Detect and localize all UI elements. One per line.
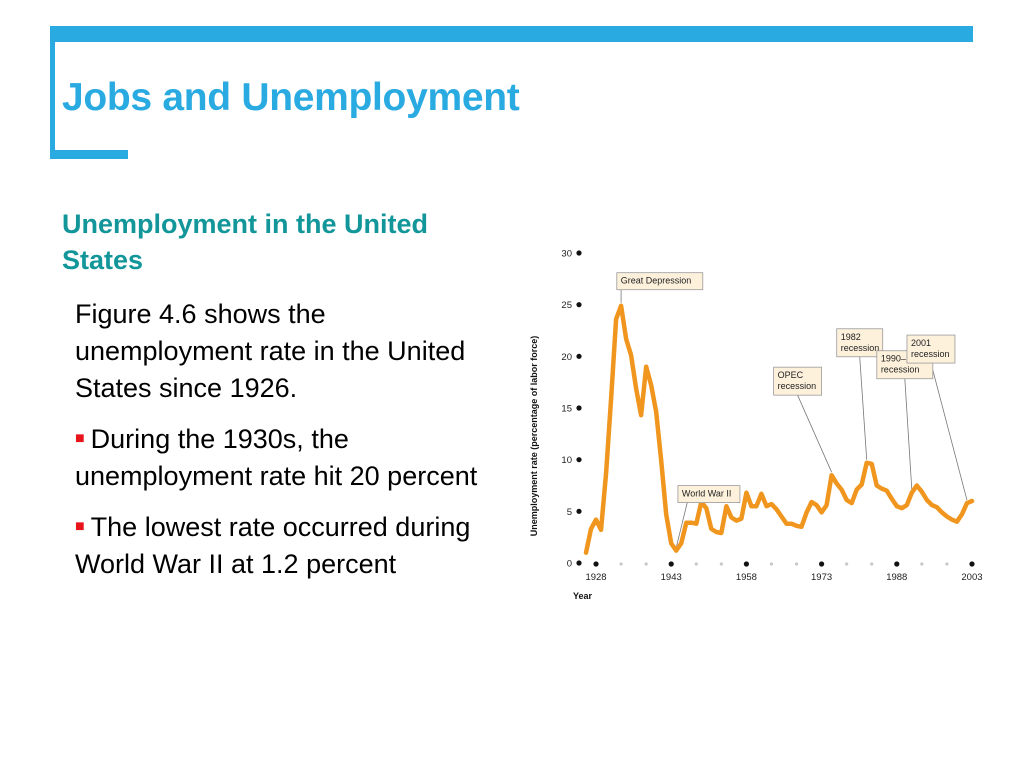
bullet-text: The lowest rate occurred during World Wa… [75,512,471,579]
annotation-label-line: OPEC [778,370,804,380]
y-tick-label: 30 [561,249,572,260]
annotation-label-line: 1982 [841,332,861,342]
unemployment-rate-line [583,303,975,555]
annotation-label-line: recession [881,365,920,375]
unemployment-line-chart: 0 5 10 15 20 25 30 1928 1943 1958 1973 1988 2003 Gre… [529,249,983,602]
annotation-label: 2001 recession [911,338,950,359]
x-minor-tick-dot [920,562,924,566]
annotation-box [773,366,823,396]
annotation-label: 1990–1991 recession [881,354,926,375]
x-minor-tick-dot [694,562,698,566]
y-axis-title: Unemployment rate (percentage of labor f… [529,336,539,537]
x-minor-tick-dot [794,562,799,566]
annotation-label: World War II [682,489,732,499]
annotation-label: 1982 recession [841,332,880,353]
x-tick-label: 1943 [661,572,682,583]
annotation-leader-line [904,378,913,490]
x-tick-label: 1928 [585,572,606,583]
slide-subtitle: Unemployment in the United States [62,209,429,275]
annotation-label-line: 2001 [911,338,931,348]
x-minor-tick-dot [619,562,623,566]
x-tick-label: 2003 [961,572,982,583]
x-tick-dot [668,561,674,567]
y-tick-dot [576,250,582,256]
annotation-label: Great Depression [621,276,692,286]
x-tick-label: 1988 [886,572,907,583]
y-tick-label: 15 [561,404,572,415]
annotation-box [677,485,741,504]
x-minor-tick-dot [945,562,949,566]
y-tick-dot [576,405,582,411]
body-paragraph: Figure 4.6 shows the unemployment rate i… [75,299,466,403]
annotation-label: OPEC recession [778,370,817,391]
x-minor-tick-dot [769,562,774,566]
y-tick-label: 25 [561,300,572,311]
red-square-bullet-icon: ■ [75,518,85,535]
bullet-text: During the 1930s, the unemployment rate … [75,424,478,491]
x-tick-dot [969,561,975,567]
x-minor-tick-dot [845,562,849,566]
red-square-bullet-icon: ■ [75,430,85,447]
y-tick-label: 5 [567,507,572,518]
annotation-box [836,328,884,358]
x-minor-tick-dot [719,562,723,566]
x-tick-dot [818,561,825,567]
annotation-leader-line [675,502,688,548]
annotation-label-line: World War II [682,489,732,499]
y-tick-label: 10 [561,455,572,466]
annotation-leader-line [930,362,968,501]
annotation-leader-line [797,395,832,473]
y-tick-dot [576,457,582,463]
x-tick-label: 1973 [811,572,832,583]
y-tick-dot [576,302,582,308]
annotation-leader-line [859,356,868,460]
y-tick-dot [576,353,582,359]
y-tick-dot [576,508,582,514]
x-tick-dot [894,561,900,567]
x-minor-tick-dot [644,562,648,566]
annotation-leaders [620,289,968,548]
x-minor-tick-dot [870,562,874,566]
bullet-item: ■ During the 1930s, the unemployment rate… [75,420,495,495]
annotation-box [616,272,704,291]
annotation-label-line: Great Depression [621,276,692,286]
annotation-box [906,334,956,364]
axes-layer: 0 5 10 15 20 25 30 1928 1943 1958 1973 1988 2003 [561,249,982,584]
x-tick-dot [593,561,599,567]
y-tick-dot [576,560,582,566]
title-accent-underline [50,150,128,159]
annotation-label-line: 1990–1991 [881,354,926,364]
y-tick-label: 0 [567,559,572,570]
annotation-label-line: recession [841,343,880,353]
slide-title: Jobs and Unemployment [62,76,520,119]
bullet-item: ■ The lowest rate occurred during World W… [75,508,495,583]
y-tick-label: 20 [561,352,572,363]
annotation-label-line: recession [911,349,950,359]
title-accent-bar [50,26,973,42]
x-tick-dot [743,561,750,567]
x-axis-title: Year [573,591,593,601]
annotation-label-line: recession [778,381,817,391]
title-accent-bracket [50,26,55,159]
x-tick-label: 1958 [736,572,757,583]
slide-body: Figure 4.6 shows the unemployment rate i… [75,296,495,596]
